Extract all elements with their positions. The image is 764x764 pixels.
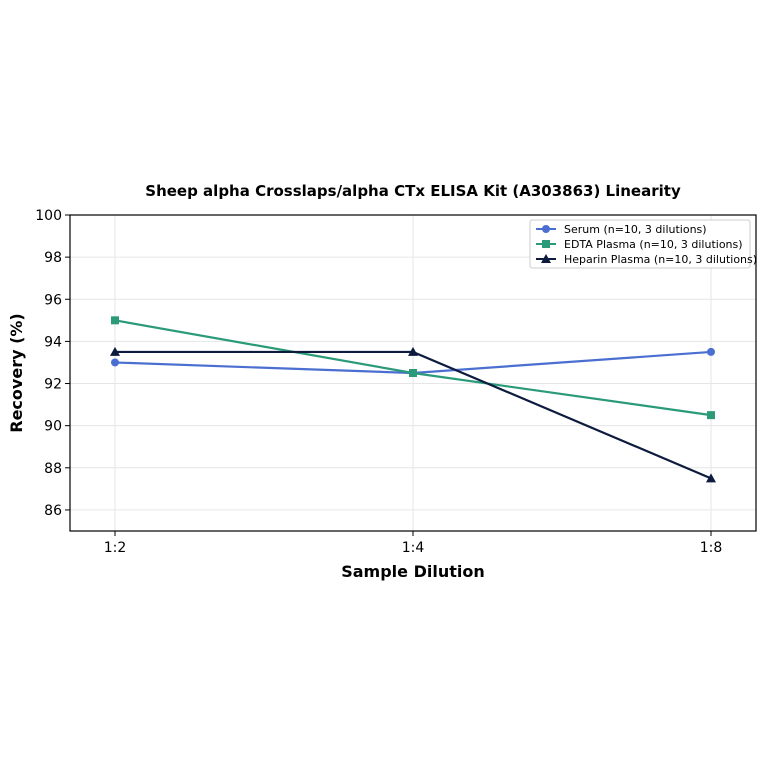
legend-label: EDTA Plasma (n=10, 3 dilutions) [564, 238, 743, 251]
x-tick-label: 1:2 [104, 540, 127, 556]
y-tick-label: 92 [44, 377, 62, 393]
y-tick-label: 86 [44, 503, 62, 519]
legend-box [529, 219, 751, 269]
y-tick-label: 98 [44, 250, 62, 266]
data-point [111, 316, 119, 325]
y-tick-label: 94 [44, 334, 62, 350]
data-point [706, 473, 716, 483]
data-point [542, 240, 550, 248]
y-tick-label: 96 [44, 292, 62, 308]
y-tick-label: 88 [44, 461, 62, 477]
data-point [707, 411, 715, 420]
legend-item: Heparin Plasma (n=10, 3 dilutions) [536, 253, 757, 266]
legend-item: Serum (n=10, 3 dilutions) [536, 223, 707, 236]
series-layer [110, 316, 716, 483]
y-tick-label: 100 [35, 208, 62, 224]
legend-label: Heparin Plasma (n=10, 3 dilutions) [564, 253, 757, 266]
data-point [542, 225, 550, 233]
y-axis-label: Recovery (%) [7, 313, 26, 432]
data-point [110, 346, 120, 356]
data-point [408, 346, 418, 356]
data-point [707, 347, 715, 356]
x-axis-ticks: 1:2 1:4 1:8 [104, 531, 723, 556]
plot-frame [69, 214, 757, 532]
y-tick-label: 90 [44, 419, 62, 435]
data-point [409, 369, 417, 377]
x-tick-label: 1:8 [700, 540, 723, 556]
data-point [111, 358, 119, 367]
legend-item: EDTA Plasma (n=10, 3 dilutions) [536, 238, 743, 251]
data-point [541, 254, 551, 263]
series-3 [110, 346, 716, 483]
x-axis-label: Sample Dilution [341, 562, 485, 581]
legend-label: Serum (n=10, 3 dilutions) [564, 223, 707, 236]
chart-title: Sheep alpha Crosslaps/alpha CTx ELISA Ki… [145, 182, 681, 200]
y-axis-ticks: 86 88 90 92 94 96 98 100 [35, 208, 70, 519]
x-tick-label: 1:4 [402, 540, 425, 556]
legend: Serum (n=10, 3 dilutions) EDTA Plasma (n=… [529, 219, 757, 269]
series-2 [111, 316, 715, 420]
